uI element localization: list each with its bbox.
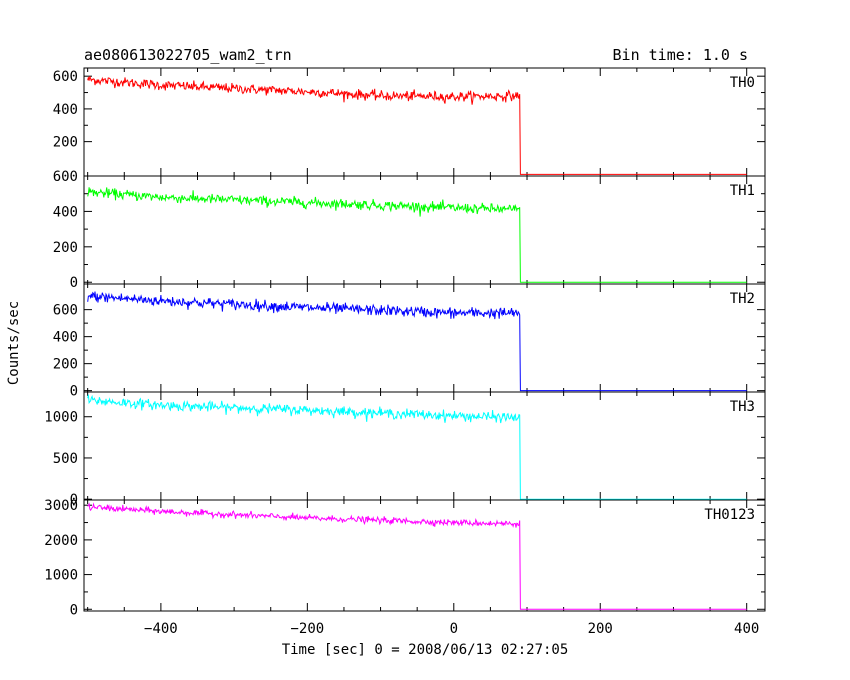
panel-label: TH1 [730,183,755,199]
panels-group: 200 400 600 TH0 0 200 400 600 TH1 0 200 400 600 TH2 0 5… [44,67,766,637]
bin-time-label: Bin time: 1.0 s [613,46,748,64]
panel-th1: 0 200 400 600 TH1 [53,169,766,291]
panel-th2: 0 200 400 600 TH2 [53,283,766,400]
panel-label: TH0123 [704,507,755,523]
panel-frame [83,283,766,393]
y-tick-label: 0 [70,492,78,508]
series-line-th3 [87,394,747,500]
x-tick-label: −200 [290,621,324,637]
y-tick-label: 200 [53,135,78,151]
panel-th3: 0 500 1000 TH3 [44,391,766,508]
y-tick-label: 0 [70,384,78,400]
y-tick-label: 200 [53,240,78,256]
y-tick-label: 600 [53,169,78,185]
series-line-th1 [87,187,747,283]
x-tick-label: −400 [144,621,178,637]
y-tick-label: 0 [70,602,78,618]
panel-frame [83,499,766,612]
x-tick-label: 200 [588,621,613,637]
y-tick-label: 400 [53,102,78,118]
y-tick-label: 2000 [44,533,78,549]
series-line-th0123 [87,502,747,610]
chart-title: ae080613022705_wam2_trn [84,46,292,64]
panel-frame [83,175,766,285]
panel-label: TH2 [730,291,755,307]
x-axis-label: Time [sec] 0 = 2008/06/13 02:27:05 [282,642,569,658]
panel-th0: 200 400 600 TH0 [53,67,766,177]
y-tick-label: 1000 [44,568,78,584]
y-tick-label: 3000 [44,498,78,514]
x-tick-label: 0 [450,621,458,637]
panel-th0123: 0 1000 2000 3000 TH0123 −400 −200 0 200 400 [44,498,766,637]
x-tick-label: 400 [734,621,759,637]
y-tick-label: 500 [53,451,78,467]
y-tick-label: 200 [53,357,78,373]
y-tick-label: 600 [53,303,78,319]
y-tick-label: 600 [53,69,78,85]
y-tick-label: 400 [53,330,78,346]
panel-label: TH0 [730,75,755,91]
y-tick-label: 400 [53,204,78,220]
y-axis-label: Counts/sec [6,301,22,385]
panel-label: TH3 [730,399,755,415]
series-line-th2 [87,291,747,392]
series-line-th0 [87,76,747,175]
panel-frame [83,391,766,501]
y-tick-label: 1000 [44,410,78,426]
y-tick-label: 0 [70,275,78,291]
